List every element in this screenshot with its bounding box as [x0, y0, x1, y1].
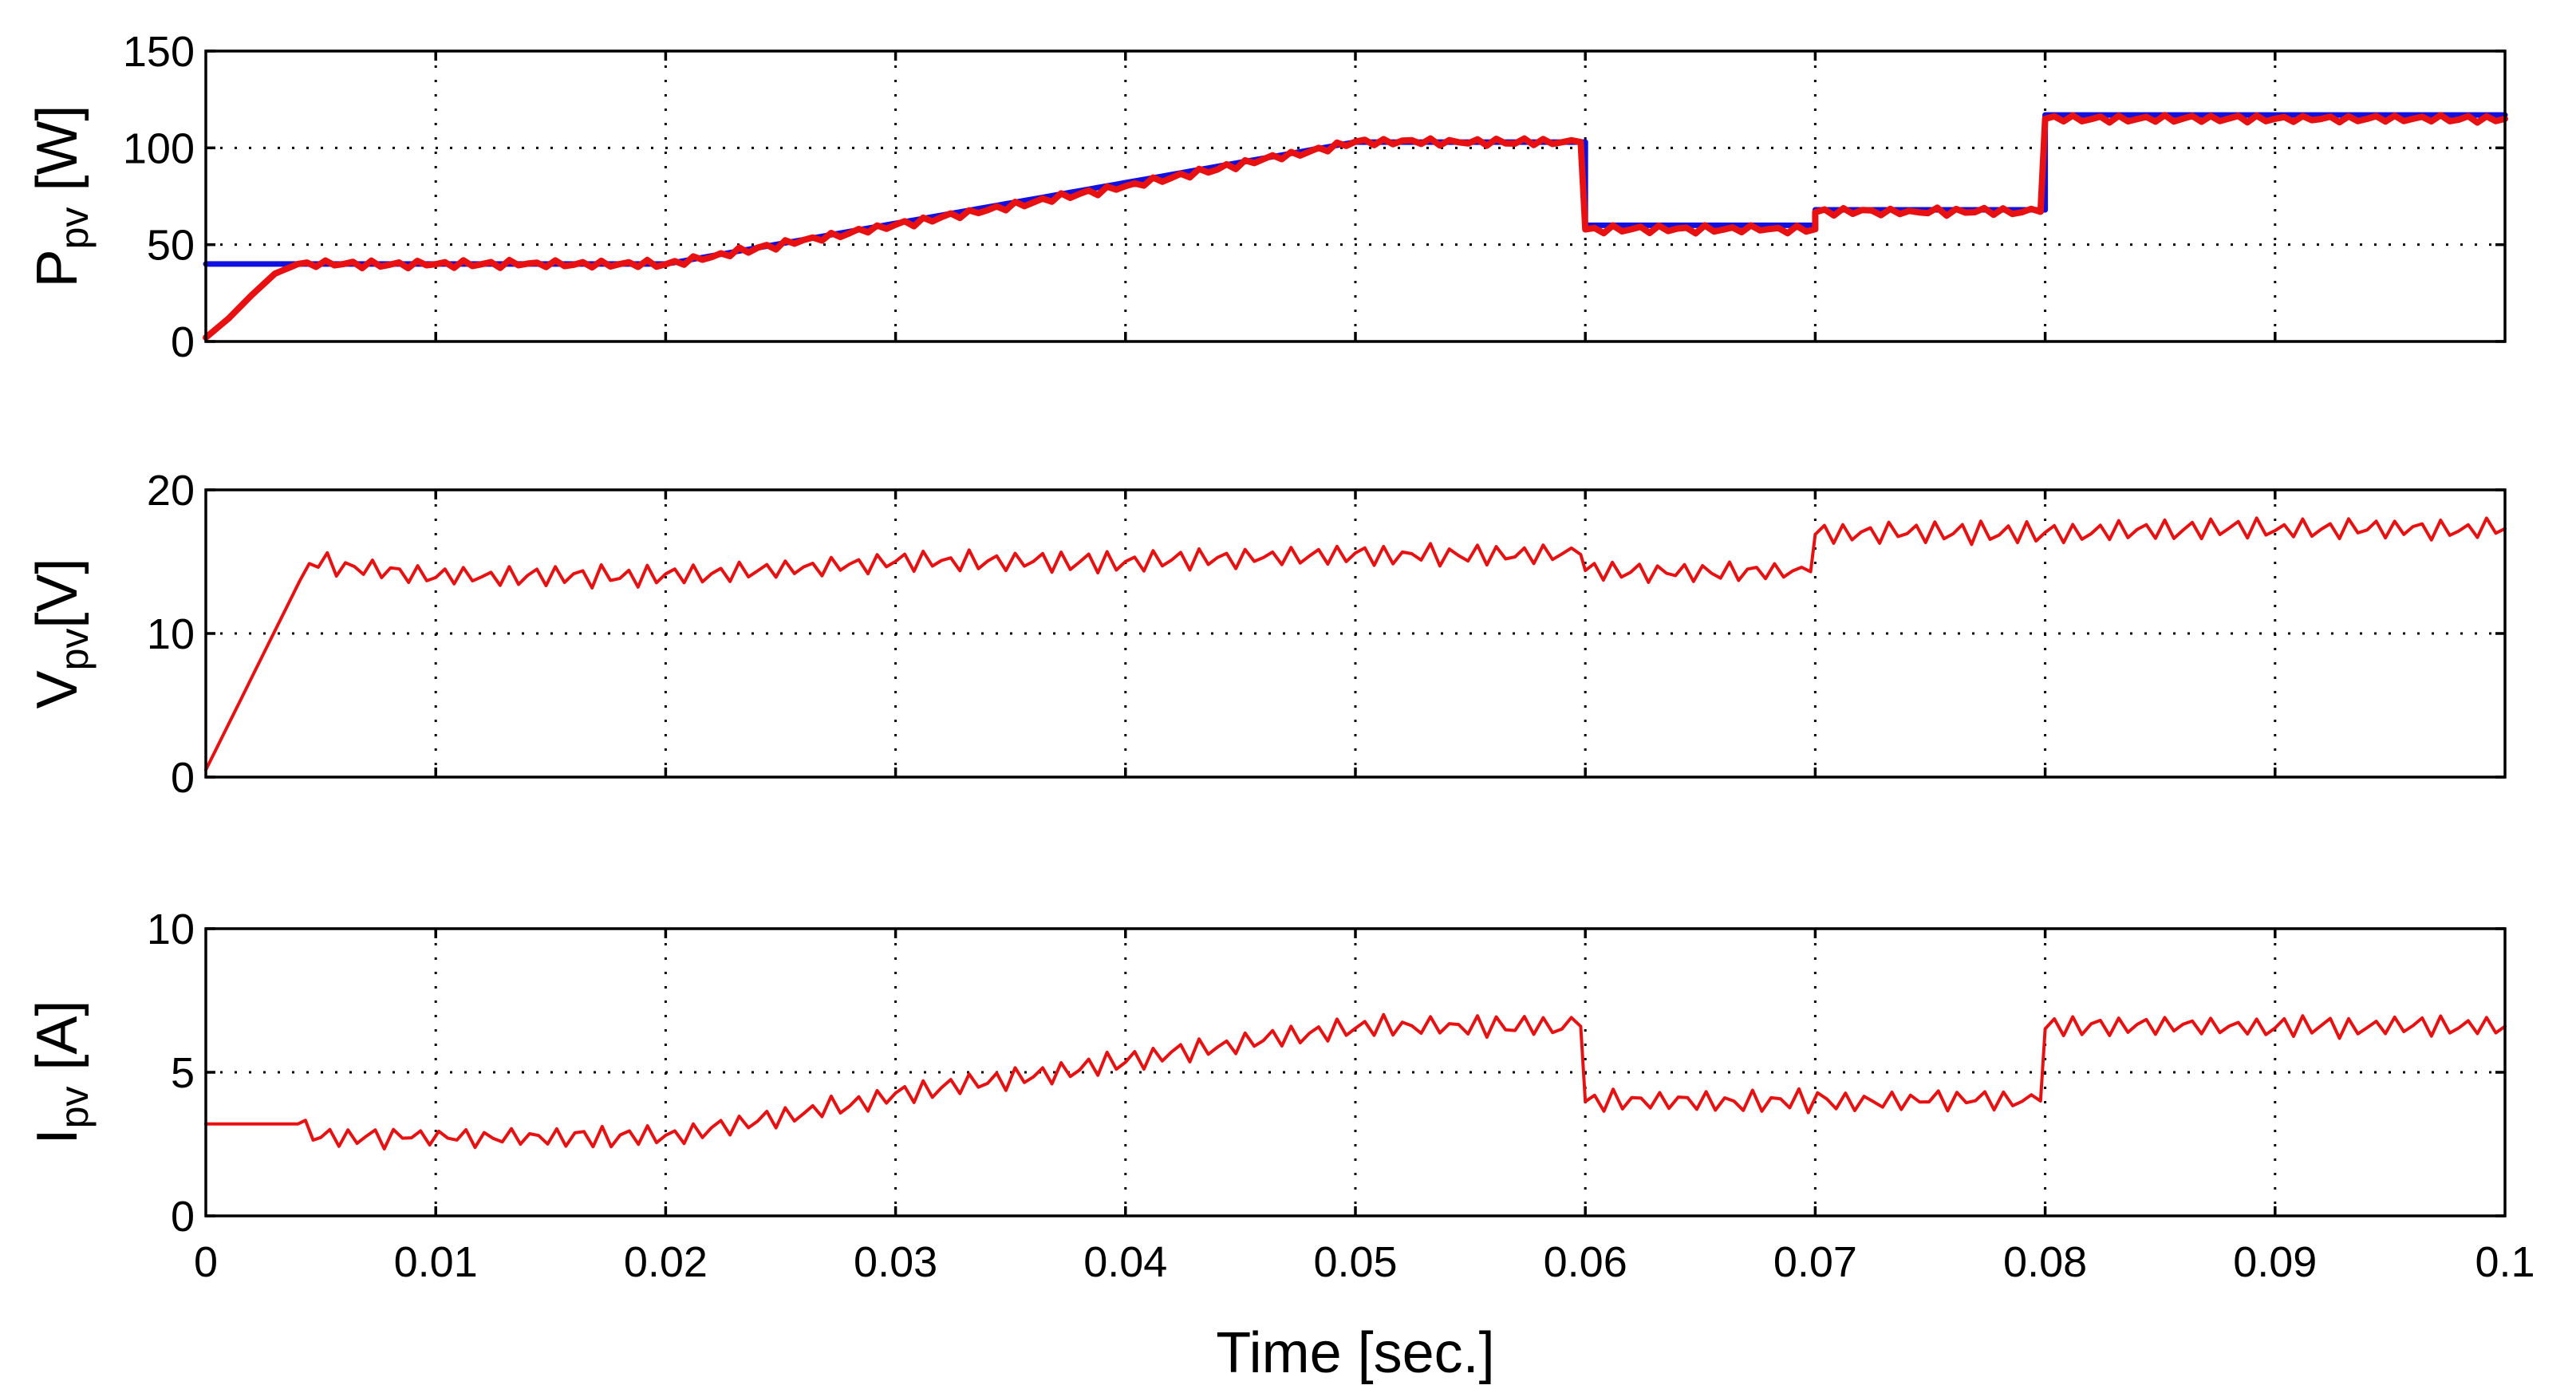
y-tick-label: 0 [171, 754, 195, 802]
y-axis-label: Vpv[V] [26, 558, 97, 709]
x-tick-label: 0.03 [854, 1238, 937, 1286]
panel-1: 0 50 100 150 Ppv [W] [26, 28, 2508, 366]
x-tick-label: 0.1 [2475, 1238, 2535, 1286]
y-tick-label: 100 [123, 124, 195, 172]
y-axis-label-sub: pv [52, 207, 97, 250]
series-line-measured [204, 1012, 2507, 1150]
y-tick-label: 50 [147, 222, 195, 270]
y-tick-label: 10 [147, 610, 195, 658]
y-axis-label-main: V [26, 670, 89, 708]
y-axis-label-main: I [26, 1128, 89, 1144]
y-axis-label-sub: pv [52, 1087, 97, 1129]
panel-3: 0 5 10 Ipv [A] 0 0.01 0.02 0.03 0.04 0.05 0.06 0.07… [26, 906, 2535, 1385]
x-tick-label: 0.05 [1313, 1238, 1397, 1286]
x-tick-label: 0 [194, 1238, 218, 1286]
y-tick-label: 0 [171, 318, 195, 366]
x-axis-label: Time [sec.] [1216, 1321, 1494, 1385]
y-tick-label: 0 [171, 1193, 195, 1241]
y-axis-label: Ipv [A] [26, 1000, 97, 1145]
x-tick-label: 0.01 [394, 1238, 478, 1286]
series-line-measured [204, 516, 2507, 772]
x-tick-label: 0.08 [2003, 1238, 2087, 1286]
panel-2: 0 10 20 Vpv[V] [26, 467, 2507, 802]
y-tick-label: 5 [171, 1049, 195, 1097]
x-tick-label: 0.09 [2233, 1238, 2317, 1286]
y-axis-label-sub: pv [52, 629, 97, 671]
y-axis-label: Ppv [W] [26, 105, 97, 288]
x-tick-label: 0.06 [1544, 1238, 1627, 1286]
series-line-measured [203, 112, 2508, 341]
y-axis-label-unit: [W] [26, 105, 89, 207]
y-axis-label-main: P [26, 249, 89, 287]
y-axis-label-unit: [V] [26, 558, 89, 629]
y-tick-label: 10 [147, 906, 195, 953]
y-tick-label: 150 [123, 28, 195, 76]
y-tick-label: 20 [147, 467, 195, 515]
x-tick-label: 0.07 [1773, 1238, 1857, 1286]
x-tick-label: 0.02 [624, 1238, 708, 1286]
x-tick-label: 0.04 [1083, 1238, 1167, 1286]
y-axis-label-unit: [A] [26, 1000, 89, 1087]
